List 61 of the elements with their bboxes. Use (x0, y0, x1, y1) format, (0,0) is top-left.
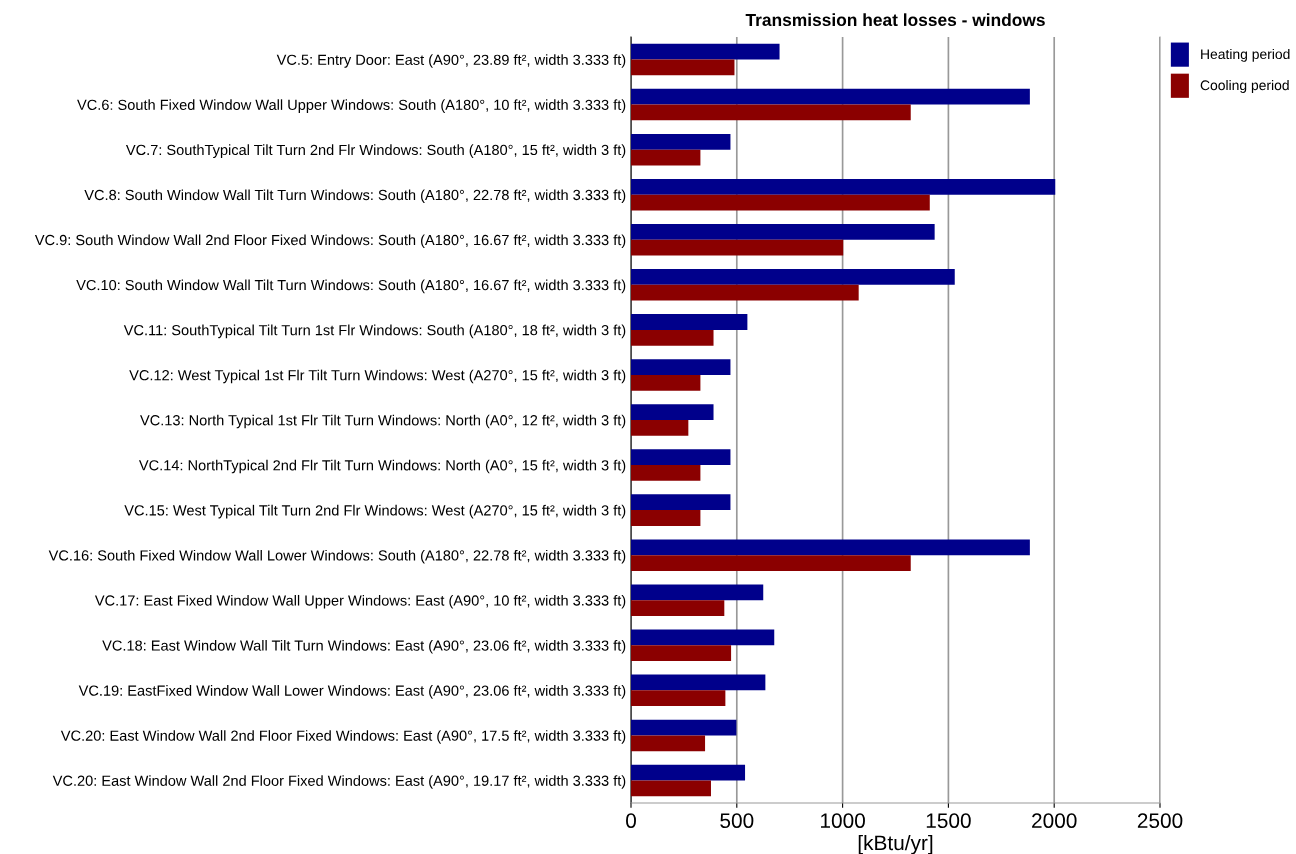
y-tick-label: VC.6: South Fixed Window Wall Upper Windows: South (A180°, 10 ft², width 3.333 ft) (77, 99, 626, 113)
x-tick-label: 500 (720, 813, 754, 829)
bar (631, 178, 1056, 195)
bar (631, 269, 955, 285)
x-tick-label: 1000 (821, 813, 865, 829)
bar (631, 645, 732, 662)
bar (631, 584, 764, 601)
legend-label: Cooling period (1200, 79, 1289, 93)
bar (631, 735, 706, 752)
bar (631, 449, 731, 466)
y-tick-label: VC.13: North Typical 1st Flr Tilt Turn Windows: North (A0°, 12 ft², width 3 ft) (140, 414, 626, 429)
bar (631, 194, 930, 211)
bar (631, 510, 701, 526)
y-tick-label: VC.20: East Window Wall 2nd Floor Fixed Windows: East (A90°, 17.5 ft², width 3.333 ft) (60, 730, 626, 744)
bar (631, 690, 726, 707)
x-axis-title: [kBtu/yr] (858, 834, 933, 854)
y-tick-label: VC.16: South Fixed Window Wall Lower Windows: South (A180°, 22.78 ft², width 3.333 ft) (48, 549, 626, 564)
bar (631, 59, 735, 76)
y-tick-label: VC.11: SouthTypical Tilt Turn 1st Flr Windows: South (A180°, 18 ft², width 3 ft) (123, 324, 626, 339)
y-tick-label: VC.18: East Window Wall Tilt Turn Windows: East (A90°, 23.06 ft², width 3.333 ft) (102, 640, 626, 654)
bar (631, 284, 859, 301)
y-tick-label: VC.14: NorthTypical 2nd Flr Tilt Turn Windows: North (A0°, 15 ft², width 3 ft) (138, 459, 626, 474)
y-tick-label: VC.5: Entry Door: East (A90°, 23.89 ft², width 3.333 ft) (276, 54, 626, 68)
bar (631, 88, 1030, 105)
bar (631, 374, 701, 391)
bar (631, 719, 737, 736)
bar (631, 764, 746, 781)
bar (631, 43, 780, 60)
x-tick-label: 0 (626, 813, 636, 829)
legend-label: Heating period (1201, 48, 1290, 62)
bar (631, 149, 701, 166)
bar (631, 104, 911, 121)
y-tick-label: VC.20: East Window Wall 2nd Floor Fixed Windows: East (A90°, 19.17 ft², width 3.333 ft) (52, 775, 626, 789)
bar (631, 600, 725, 617)
y-tick-label: VC.19: EastFixed Window Wall Lower Windows: East (A90°, 23.06 ft², width 3.333 ft) (78, 685, 626, 699)
bar (631, 555, 911, 571)
y-tick-label: VC.15: West Typical Tilt Turn 2nd Flr Windows: West (A270°, 15 ft², width 3 ft) (124, 504, 626, 519)
bar (631, 133, 731, 150)
x-tick-label: 2000 (1032, 813, 1077, 829)
bar (631, 223, 935, 240)
bar (631, 359, 731, 375)
bar (631, 629, 775, 646)
y-tick-label: VC.7: SouthTypical Tilt Turn 2nd Flr Windows: South (A180°, 15 ft², width 3 ft) (125, 144, 626, 158)
x-tick-label: 2500 (1137, 813, 1183, 829)
bar (631, 539, 1030, 556)
bar (631, 404, 714, 420)
bar (631, 420, 689, 436)
y-tick-label: VC.17: East Fixed Window Wall Upper Windows: East (A90°, 10 ft², width 3.333 ft) (94, 594, 626, 609)
bar (631, 674, 766, 691)
bar (631, 494, 731, 511)
bar (631, 314, 748, 330)
bar (631, 239, 844, 256)
chart-title: Transmission heat losses - windows (745, 13, 1045, 27)
bar (631, 780, 711, 797)
y-tick-label: VC.9: South Window Wall 2nd Floor Fixed Windows: South (A180°, 16.67 ft², width 3.333 ft) (34, 234, 626, 249)
y-tick-label: VC.10: South Window Wall Tilt Turn Windows: South (A180°, 16.67 ft², width 3.333 ft) (76, 279, 626, 294)
bar (631, 465, 701, 481)
bar (631, 329, 714, 346)
y-tick-label: VC.8: South Window Wall Tilt Turn Windows: South (A180°, 22.78 ft², width 3.333 ft) (84, 189, 626, 204)
x-tick-label: 1500 (926, 813, 971, 829)
y-tick-label: VC.12: West Typical 1st Flr Tilt Turn Windows: West (A270°, 15 ft², width 3 ft) (129, 369, 626, 384)
